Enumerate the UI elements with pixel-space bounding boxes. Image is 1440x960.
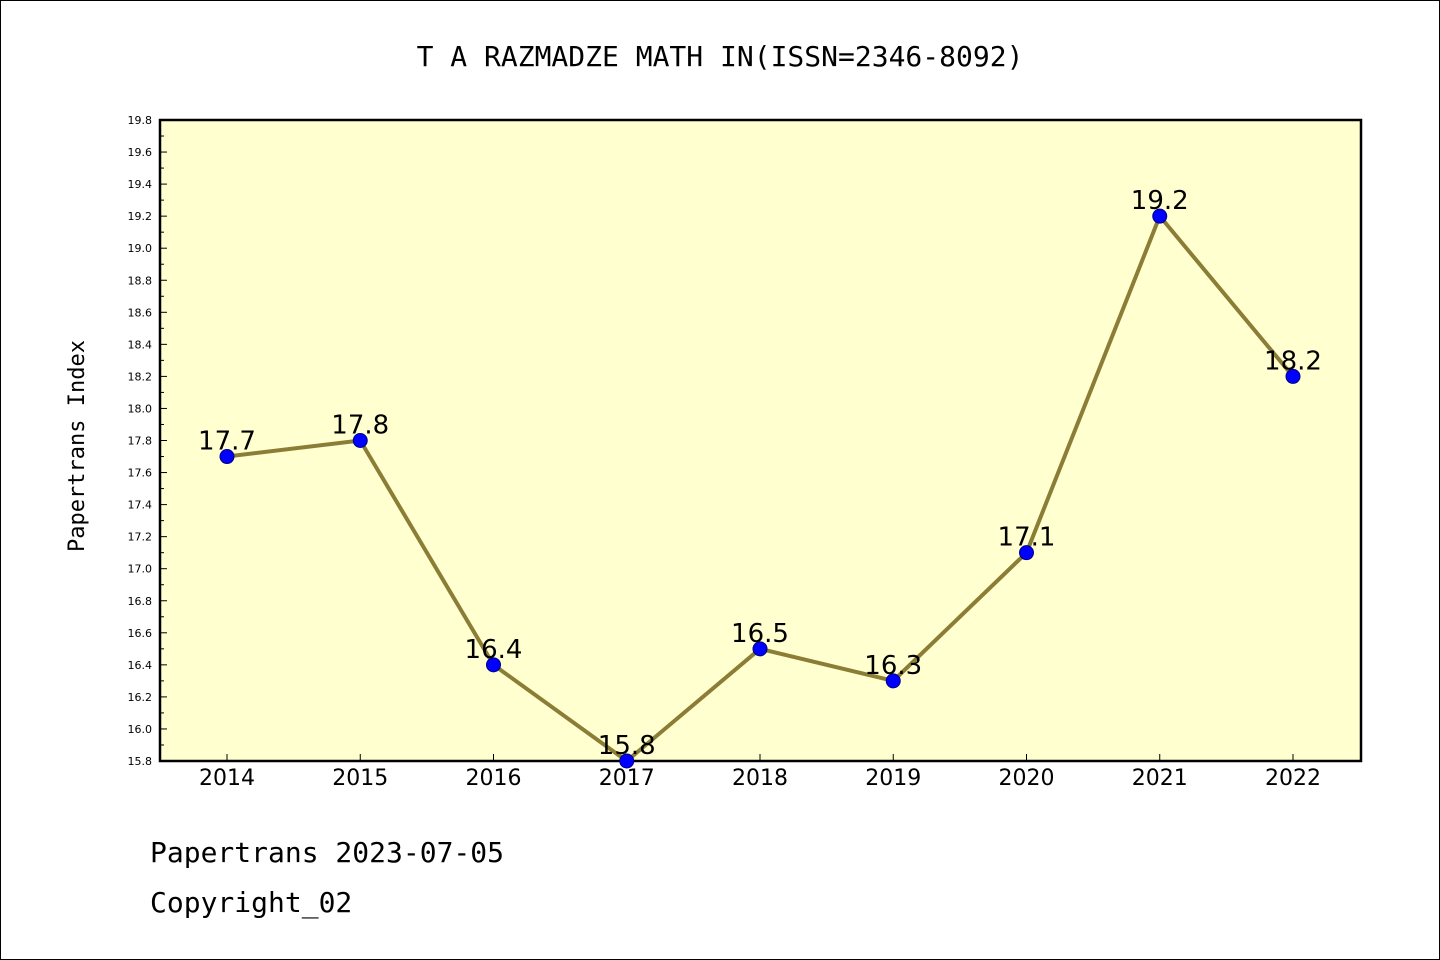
x-tick-label: 2015 — [332, 766, 388, 791]
y-tick-label: 18.2 — [128, 370, 153, 383]
y-tick-label: 18.4 — [128, 338, 153, 351]
x-tick-label: 2017 — [599, 766, 655, 791]
x-tick-label: 2022 — [1265, 766, 1321, 791]
data-label: 16.3 — [864, 651, 922, 681]
data-label: 17.8 — [331, 411, 389, 441]
data-point — [619, 753, 635, 769]
y-tick-label: 16.0 — [128, 723, 153, 736]
y-tick-label: 16.4 — [128, 659, 153, 672]
data-label: 16.4 — [465, 635, 523, 665]
y-tick-label: 17.2 — [128, 531, 153, 544]
data-point — [486, 657, 501, 673]
x-tick-label: 2016 — [466, 766, 522, 791]
data-label: 17.1 — [998, 523, 1056, 553]
data-point — [752, 641, 768, 657]
x-tick-label: 2021 — [1132, 766, 1188, 791]
data-markers — [219, 208, 1301, 769]
y-tick-label: 17.0 — [128, 563, 153, 576]
y-tick-label: 15.8 — [128, 755, 153, 768]
data-label: 16.5 — [731, 619, 789, 649]
x-tick-label: 2014 — [199, 766, 255, 791]
data-point — [1019, 545, 1034, 561]
data-label: 15.8 — [598, 731, 656, 761]
y-tick-label: 17.8 — [128, 435, 153, 448]
y-tick-label: 17.4 — [128, 499, 153, 512]
y-tick-label: 18.8 — [128, 274, 153, 287]
data-point — [352, 433, 368, 448]
data-point — [885, 673, 901, 689]
data-point — [219, 449, 235, 465]
footer-copyright: Copyright_02 — [150, 886, 353, 919]
y-tick-label: 16.8 — [128, 595, 153, 608]
data-label: 19.2 — [1131, 186, 1189, 216]
y-tick-label: 19.4 — [128, 178, 153, 191]
y-tick-label: 19.2 — [128, 210, 153, 223]
data-point — [1285, 368, 1301, 384]
data-label: 17.7 — [198, 427, 256, 457]
y-tick-label: 19.6 — [128, 146, 153, 159]
y-tick-label: 17.6 — [128, 467, 153, 480]
y-axis-label: Papertrans Index — [65, 340, 90, 552]
footer-source: Papertrans 2023-07-05 — [150, 836, 505, 869]
y-tick-label: 19.0 — [128, 242, 153, 255]
y-tick-label: 16.2 — [128, 691, 153, 704]
y-tick-label: 19.8 — [128, 114, 153, 127]
x-axis-ticks: 2014 2015 2016 2017 2018 2019 2020 2021 2022 — [199, 754, 1321, 791]
x-tick-label: 2018 — [732, 766, 788, 791]
x-tick-label: 2020 — [999, 766, 1055, 791]
y-tick-label: 18.0 — [128, 402, 153, 415]
y-axis-ticks: 15.8 16.0 16.2 16.4 16.6 16.8 17.0 17.2 17.4 17.6… — [128, 114, 167, 768]
y-tick-label: 16.6 — [128, 627, 153, 640]
y-tick-label: 18.6 — [128, 306, 153, 319]
x-tick-label: 2019 — [865, 766, 921, 791]
data-point — [1152, 208, 1168, 224]
data-labels: 17.7 17.8 16.4 15.8 16.5 16.3 17.1 19.2 18.2 — [198, 186, 1322, 761]
chart-title: T A RAZMADZE MATH IN(ISSN=2346-8092) — [417, 40, 1024, 73]
data-label: 18.2 — [1264, 346, 1322, 376]
